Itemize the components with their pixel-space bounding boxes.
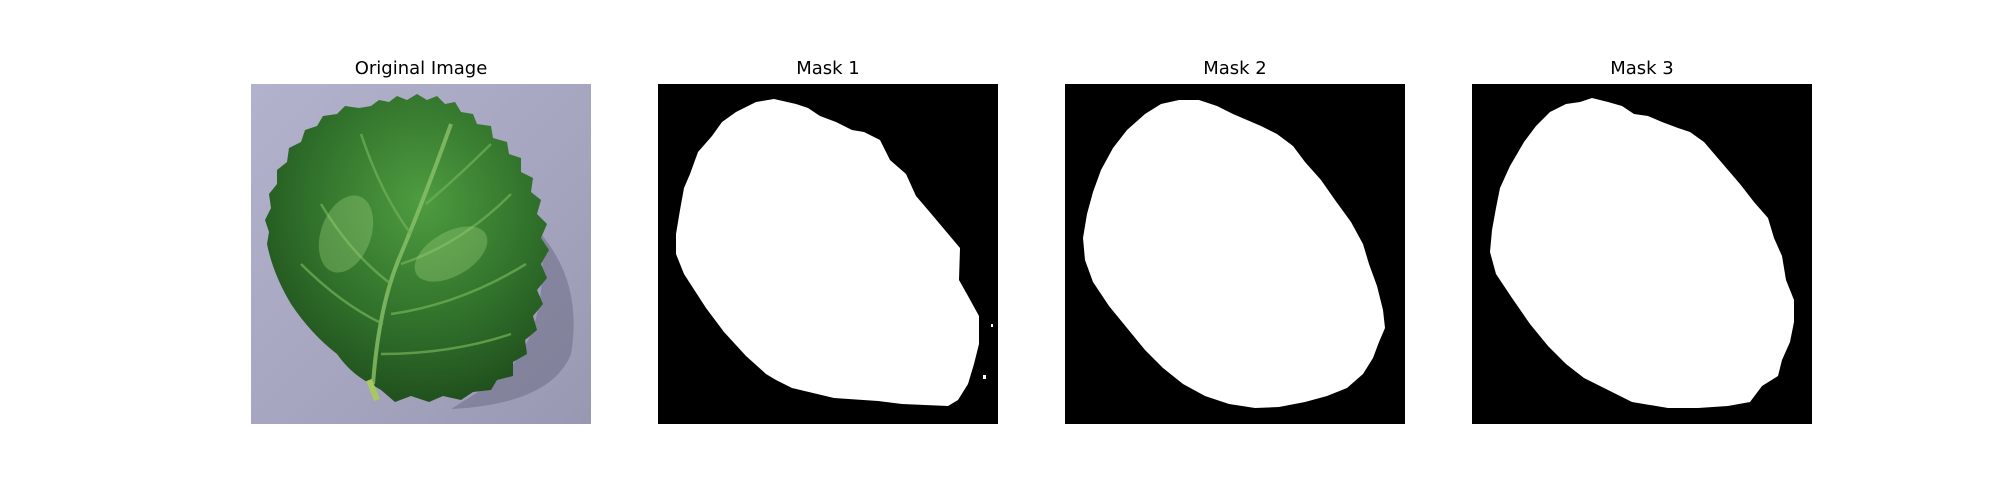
leaf-stem-base [366,378,380,402]
mask-foreground [1490,98,1794,408]
mask-speck [991,324,993,327]
panel-title: Mask 1 [796,58,860,79]
mask-foreground [1083,100,1385,408]
mask-foreground [676,99,979,406]
mask-2-image [1065,84,1405,424]
panel-title: Mask 3 [1610,58,1674,79]
leaf-veins [300,133,527,356]
leaf-midrib [371,123,453,385]
mask-speck [983,375,986,379]
original-leaf-image [251,84,591,424]
leaf-shape [265,94,549,402]
mask-1-image [658,84,998,424]
leaf-highlights [318,195,488,282]
mask-3-image [1472,84,1812,424]
mask-speck [1252,396,1255,399]
panel-title: Mask 2 [1203,58,1267,79]
panel-title: Original Image [354,58,488,79]
